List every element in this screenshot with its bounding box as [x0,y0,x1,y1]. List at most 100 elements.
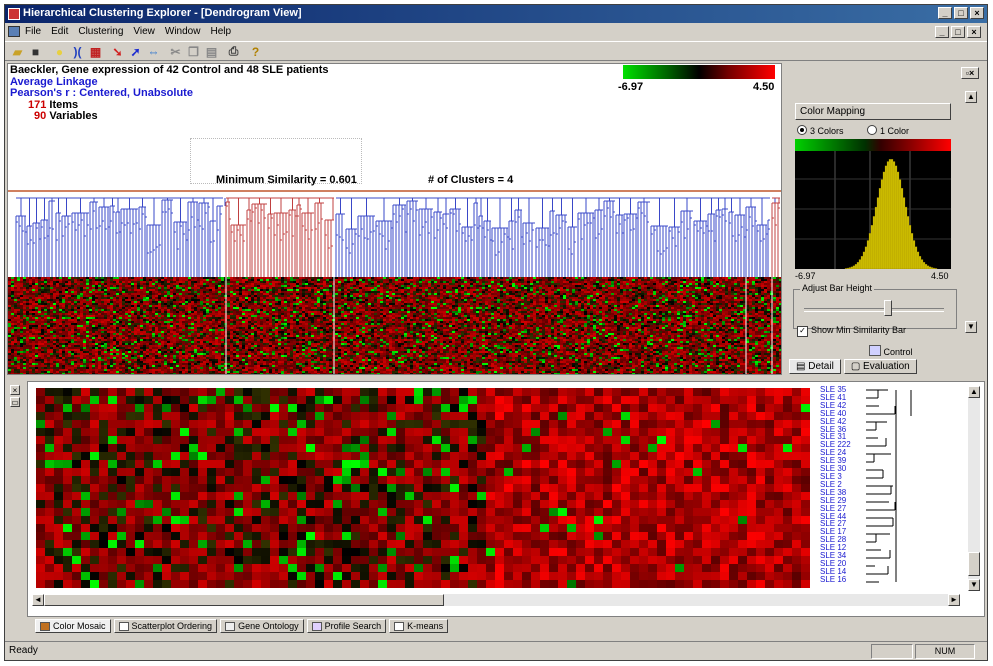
help-icon[interactable]: ? [247,44,264,59]
color-mosaic-pane[interactable]: SLE 35 SLE 41 SLE 42 SLE 40 SLE 42 SLE 36 SLE … [27,381,985,617]
row-label: SLE 39 [820,457,868,465]
radio-1-color-label: 1 Color [880,126,909,136]
dataset-title: Baeckler, Gene expression of 42 Control … [10,64,329,77]
status-cell [871,644,913,659]
toolbar: ▰ ■ ● )( ▦ ➘ ➚ ⇔ ✂ ❐ ▤ ⎙ ? [5,41,987,61]
tab-color-mosaic-label: Color Mosaic [53,621,106,631]
open-icon[interactable]: ▰ [9,44,26,59]
row-label: SLE 24 [820,449,868,457]
adjust-bar-height-label: Adjust Bar Height [800,283,875,293]
histogram-max: 4.50 [931,271,949,281]
tab-detail[interactable]: ▤ Detail [789,359,841,374]
min-similarity-label: Minimum Similarity = 0.601 [216,174,357,186]
red-arrow-icon[interactable]: ➘ [109,44,126,59]
row-label: SLE 2 [820,480,868,489]
menu-help[interactable]: Help [210,26,231,37]
brackets-icon[interactable]: )( [69,44,86,59]
vertical-scrollbar[interactable]: ▲ ▼ [968,386,980,591]
row-label: SLE 35 [820,386,868,394]
horizontal-scrollbar[interactable]: ◄ ► [32,594,960,606]
panel-scroll-down[interactable]: ▼ [965,321,977,333]
grid-icon[interactable]: ▦ [87,44,104,59]
show-min-similarity-checkbox[interactable]: ✓ Show Min Similarity Bar [797,325,906,337]
dendrogram-pane[interactable]: Baeckler, Gene expression of 42 Control … [7,63,782,375]
print-icon[interactable]: ⎙ [225,44,242,59]
tab-gene-ontology[interactable]: Gene Ontology [220,619,304,633]
tab-gene-ontology-label: Gene Ontology [238,621,299,631]
save-icon[interactable]: ■ [27,44,44,59]
color-scale-max: 4.50 [753,81,774,93]
status-bar: Ready NUM [5,641,987,660]
tab-profile-search[interactable]: Profile Search [306,619,387,633]
menu-edit[interactable]: Edit [51,26,68,37]
panel-scroll-up[interactable]: ▲ [965,91,977,103]
tab-scatterplot-label: Scatterplot Ordering [132,621,213,631]
sun-icon[interactable]: ● [51,44,68,59]
radio-3-colors[interactable]: 3 Colors [797,125,844,136]
pin-icon[interactable]: ▭ [10,397,20,407]
child-close-button[interactable]: × [967,26,981,38]
scroll-right-button[interactable]: ► [948,594,960,606]
min-similarity-bar[interactable] [8,190,781,192]
color-mapping-group: Color Mapping 3 Colors 1 Color -6.97 4.5… [791,89,961,329]
bar-height-slider-track[interactable] [804,308,944,312]
row-label: SLE 30 [820,465,868,473]
scroll-left-button[interactable]: ◄ [32,594,44,606]
row-dendrogram[interactable] [866,386,936,596]
tab-scatterplot-ordering[interactable]: Scatterplot Ordering [113,619,218,633]
vertical-scroll-thumb[interactable] [968,552,980,576]
row-label: SLE 36 [820,425,868,434]
row-label: SLE 42 [820,417,868,426]
tab-profile-search-label: Profile Search [325,621,382,631]
row-label: SLE 28 [820,536,868,544]
color-mapping-button[interactable]: Color Mapping [795,103,951,120]
swap-icon[interactable]: ⇔ [145,44,162,59]
zoomed-heatmap[interactable] [36,388,818,593]
row-label: SLE 42 [820,401,868,410]
maximize-button[interactable]: □ [954,7,968,19]
menu-view[interactable]: View [133,26,155,37]
child-restore-button[interactable]: □ [951,26,965,38]
row-label: SLE 16 [820,575,868,584]
blue-arrow-icon[interactable]: ➚ [127,44,144,59]
paste-icon[interactable]: ▤ [203,44,220,59]
close-button[interactable]: × [970,7,984,19]
variables-count: 90 [34,110,46,122]
menu-clustering[interactable]: Clustering [78,26,123,37]
histogram-min: -6.97 [795,271,816,281]
row-label: SLE 44 [820,512,868,521]
tab-k-means-label: K-means [407,621,443,631]
row-label: SLE 27 [820,520,868,528]
scroll-down-arrow[interactable]: ▼ [968,579,980,591]
tab-evaluation[interactable]: ▢ Evaluation [843,359,917,374]
overview-heatmap[interactable] [8,277,782,375]
tab-detail-label: Detail [808,361,834,372]
dendrogram-tree[interactable] [8,192,782,278]
panel-close-icon[interactable]: ▫× [961,67,979,79]
menu-file[interactable]: File [25,26,41,37]
row-label: SLE 12 [820,544,868,552]
row-label: SLE 41 [820,393,868,402]
menu-window[interactable]: Window [165,26,201,37]
bar-height-slider-thumb[interactable] [884,300,892,316]
adjust-bar-height-group: Adjust Bar Height [793,283,957,329]
items-count: 171 [28,99,46,111]
control-item[interactable]: Control [869,345,913,357]
num-lock-indicator: NUM [915,644,975,659]
radio-1-color[interactable]: 1 Color [867,125,909,136]
row-label: SLE 29 [820,496,868,505]
cut-icon[interactable]: ✂ [167,44,184,59]
tab-k-means[interactable]: K-means [389,619,449,633]
value-histogram[interactable] [795,139,951,269]
child-minimize-button[interactable]: _ [935,26,949,38]
menu-bar: File Edit Clustering View Window Help _ … [5,23,987,41]
tab-color-mosaic[interactable]: Color Mosaic [35,619,111,633]
row-label: SLE 38 [820,488,868,497]
minimize-button[interactable]: _ [938,7,952,19]
row-label: SLE 14 [820,567,868,576]
close-icon[interactable]: × [10,385,20,395]
scroll-up-arrow[interactable]: ▲ [968,386,980,398]
copy-icon[interactable]: ❐ [185,44,202,59]
horizontal-scroll-thumb[interactable] [44,594,444,606]
ontology-icon [225,621,236,631]
